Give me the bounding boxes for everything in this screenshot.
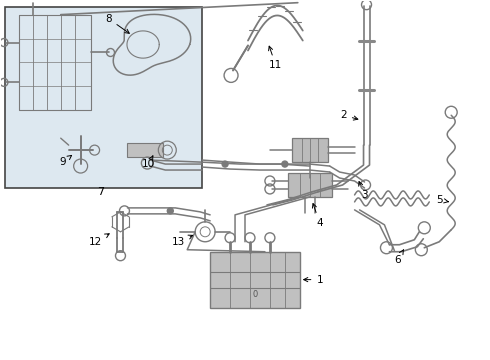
Text: 5: 5 <box>436 195 448 205</box>
Bar <box>210 252 300 307</box>
Text: 11: 11 <box>269 46 283 71</box>
Bar <box>292 138 328 162</box>
Text: 2: 2 <box>341 110 358 120</box>
Bar <box>5 7 202 188</box>
Text: 8: 8 <box>105 14 129 33</box>
Text: 1: 1 <box>304 275 323 285</box>
Text: 12: 12 <box>89 234 109 247</box>
Circle shape <box>282 161 288 167</box>
Text: 10: 10 <box>142 156 155 169</box>
Bar <box>127 143 163 157</box>
Text: 4: 4 <box>313 203 323 228</box>
Bar <box>288 173 332 197</box>
Circle shape <box>222 161 228 167</box>
Text: 13: 13 <box>172 235 193 247</box>
Text: 6: 6 <box>394 249 404 265</box>
Text: 0: 0 <box>252 290 258 299</box>
Circle shape <box>167 208 173 214</box>
Text: 3: 3 <box>359 181 368 200</box>
Text: 7: 7 <box>97 187 104 197</box>
Text: 9: 9 <box>59 156 72 167</box>
